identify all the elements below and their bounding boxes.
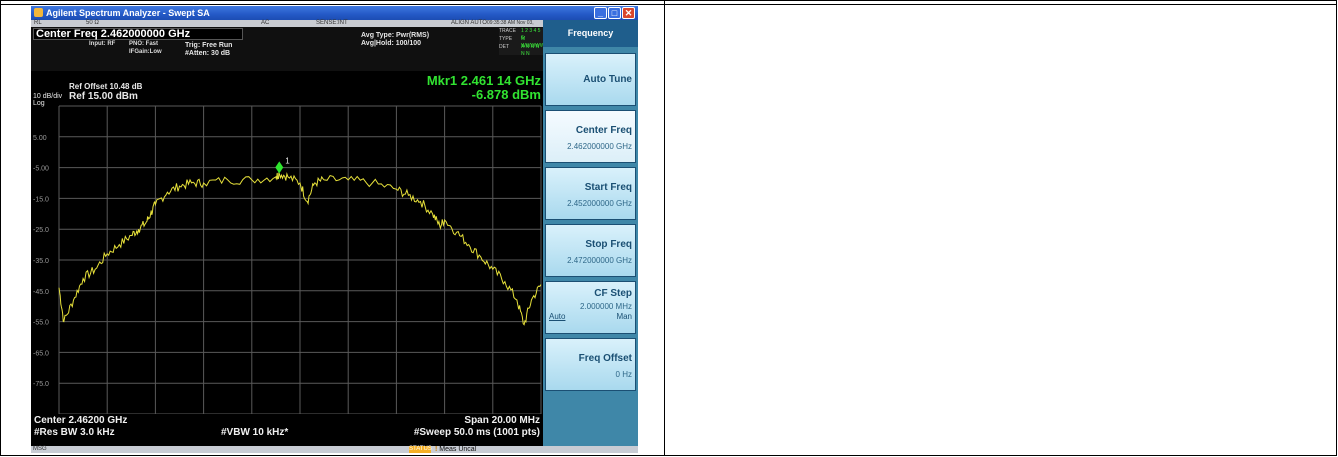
- center-freq-key-label: Center Freq: [575, 125, 632, 136]
- spectrum-plot[interactable]: Ref Offset 10.48 dB Ref 15.00 dBm 10 dB/…: [31, 71, 543, 414]
- cf-step-man-option[interactable]: Man: [616, 312, 632, 321]
- sense-indicator: SENSE:INT: [316, 20, 348, 26]
- title-bar[interactable]: Agilent Spectrum Analyzer - Swept SA _ □…: [31, 6, 638, 20]
- ifgain-setting: IFGain:Low: [129, 49, 162, 55]
- plot-canvas: 5.00 -5.00 -15.0 -25.0 -35.0 -45.0 -55.0 -65.0 -…: [33, 105, 542, 414]
- freq-offset-key-value: 0 Hz: [615, 370, 632, 379]
- y-tick-label: 5.00: [33, 135, 47, 142]
- softkey-panel: Frequency Auto Tune Center Freq 2.462000…: [543, 20, 638, 446]
- ref-offset: Ref Offset 10.48 dB: [69, 82, 143, 91]
- cf-step-key-label: CF Step: [594, 288, 632, 299]
- window-title: Agilent Spectrum Analyzer - Swept SA: [46, 8, 210, 18]
- marker-amplitude: -6.878 dBm: [471, 87, 541, 102]
- app-icon: [34, 8, 43, 17]
- trigger-setting: Trig: Free Run: [185, 42, 233, 49]
- stop-freq-key-value: 2.472000000 GHz: [567, 256, 632, 265]
- type-label: TYPE: [499, 36, 513, 42]
- center-freq-readout[interactable]: Center Freq 2.462000000 GHz: [33, 28, 243, 40]
- y-tick-label: -15.0: [33, 196, 49, 203]
- impedance-indicator: 50 Ω: [86, 20, 99, 26]
- start-freq-key-label: Start Freq: [584, 182, 632, 193]
- y-tick-label: -65.0: [33, 350, 49, 357]
- trace-value: 1 2 3 4 5 6: [521, 28, 541, 41]
- start-freq-key-value: 2.452000000 GHz: [567, 199, 632, 208]
- rl-indicator: RL: [34, 20, 42, 26]
- sweep-readout: #Sweep 50.0 ms (1001 pts): [413, 427, 540, 438]
- y-tick-label: -55.0: [33, 320, 49, 327]
- maximize-button[interactable]: □: [608, 7, 621, 19]
- marker-frequency: Mkr1 2.461 14 GHz: [426, 73, 541, 88]
- auto-tune-label: Auto Tune: [583, 74, 632, 85]
- center-freq-key-value: 2.462000000 GHz: [567, 142, 632, 151]
- stop-freq-key[interactable]: Stop Freq 2.472000000 GHz: [545, 224, 636, 277]
- cf-step-key[interactable]: CF Step 2.000000 MHz Auto Man: [545, 281, 636, 334]
- panel-title: Frequency: [543, 20, 638, 47]
- msg-label: MSG: [33, 446, 47, 452]
- trace-label: TRACE: [499, 28, 516, 34]
- warning-icon: !: [435, 446, 440, 453]
- close-button[interactable]: ✕: [622, 7, 635, 19]
- ref-level: Ref 15.00 dBm: [69, 91, 138, 102]
- input-setting: Input: RF: [89, 41, 116, 47]
- start-freq-key[interactable]: Start Freq 2.452000000 GHz: [545, 167, 636, 220]
- type-value: M WWWWW: [521, 36, 545, 49]
- table-column-divider: [664, 1, 665, 455]
- trace-status-box: TRACE 1 2 3 4 5 6 TYPE M WWWWW DET A N N…: [499, 28, 545, 57]
- y-tick-label: -5.00: [33, 166, 49, 173]
- auto-tune-key[interactable]: Auto Tune: [545, 53, 636, 106]
- y-tick-label: -45.0: [33, 289, 49, 296]
- table-top-rule: [1, 4, 1336, 5]
- y-tick-label: -75.0: [33, 381, 49, 388]
- atten-setting: #Atten: 30 dB: [185, 50, 231, 57]
- marker-number: 1: [285, 156, 290, 165]
- log-label: Log: [33, 100, 45, 107]
- warning-text: Meas Uncal: [439, 446, 477, 453]
- y-tick-label: -25.0: [33, 227, 49, 234]
- det-label: DET: [499, 44, 509, 50]
- settings-header: Center Freq 2.462000000 GHz Input: RF PN…: [31, 27, 545, 71]
- cf-step-auto-option[interactable]: Auto: [549, 312, 566, 321]
- minimize-button[interactable]: _: [594, 7, 607, 19]
- avg-type-setting: Avg Type: Pwr(RMS): [361, 32, 430, 39]
- center-freq-key[interactable]: Center Freq 2.462000000 GHz: [545, 110, 636, 163]
- coupling-indicator: AC: [261, 20, 270, 26]
- vbw-readout: #VBW 10 kHz*: [221, 427, 289, 438]
- analyzer-window: Agilent Spectrum Analyzer - Swept SA _ □…: [31, 6, 638, 453]
- span-readout: Span 20.00 MHz: [464, 415, 540, 426]
- bottom-info: Center 2.46200 GHz #Res BW 3.0 kHz #VBW …: [31, 414, 543, 446]
- message-bar: MSG STATUS ! Meas Uncal: [31, 446, 638, 453]
- avg-hold-setting: Avg|Hold: 100/100: [361, 40, 422, 47]
- center-readout: Center 2.46200 GHz: [34, 415, 128, 426]
- meas-uncal-warning: ! Meas Uncal: [435, 446, 476, 453]
- status-strip: RL 50 Ω AC SENSE:INT ALIGN AUTO 09:35:38…: [31, 20, 543, 33]
- stop-freq-key-label: Stop Freq: [585, 239, 632, 250]
- marker-diamond: [275, 161, 284, 174]
- pno-setting: PNO: Fast: [129, 41, 159, 47]
- freq-offset-key[interactable]: Freq Offset 0 Hz: [545, 338, 636, 391]
- align-indicator: ALIGN AUTO: [451, 20, 487, 26]
- cf-step-key-value: 2.000000 MHz: [579, 302, 632, 311]
- res-bw-readout: #Res BW 3.0 kHz: [34, 427, 115, 438]
- trace-line: [58, 170, 542, 326]
- det-value: A N N N N N: [521, 44, 540, 57]
- freq-offset-key-label: Freq Offset: [578, 353, 632, 364]
- y-tick-label: -35.0: [33, 258, 49, 265]
- status-label: STATUS: [409, 446, 432, 453]
- scale-label: 10 dB/div: [33, 93, 63, 100]
